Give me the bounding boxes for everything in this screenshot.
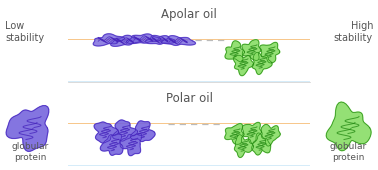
Text: globular
protein: globular protein [329, 142, 367, 162]
Polygon shape [252, 133, 271, 155]
Polygon shape [225, 124, 244, 144]
Polygon shape [130, 121, 155, 142]
Polygon shape [242, 40, 261, 60]
Polygon shape [146, 36, 175, 44]
Polygon shape [120, 133, 142, 156]
Polygon shape [326, 102, 371, 151]
Polygon shape [234, 135, 253, 157]
Polygon shape [6, 106, 49, 151]
Text: globular
protein: globular protein [11, 142, 49, 162]
Polygon shape [94, 122, 119, 143]
Polygon shape [242, 122, 261, 143]
Text: Polar oil: Polar oil [166, 92, 212, 105]
Polygon shape [234, 55, 254, 76]
Polygon shape [126, 34, 161, 44]
Polygon shape [100, 134, 123, 155]
Polygon shape [261, 124, 280, 146]
Polygon shape [111, 35, 141, 46]
Text: Low
stability: Low stability [5, 21, 44, 43]
Text: Apolar oil: Apolar oil [161, 8, 217, 21]
Polygon shape [225, 41, 245, 62]
Polygon shape [260, 42, 280, 63]
Polygon shape [161, 36, 195, 45]
Polygon shape [113, 120, 138, 141]
Polygon shape [93, 34, 125, 46]
Polygon shape [252, 52, 272, 74]
Text: High
stability: High stability [334, 21, 373, 43]
